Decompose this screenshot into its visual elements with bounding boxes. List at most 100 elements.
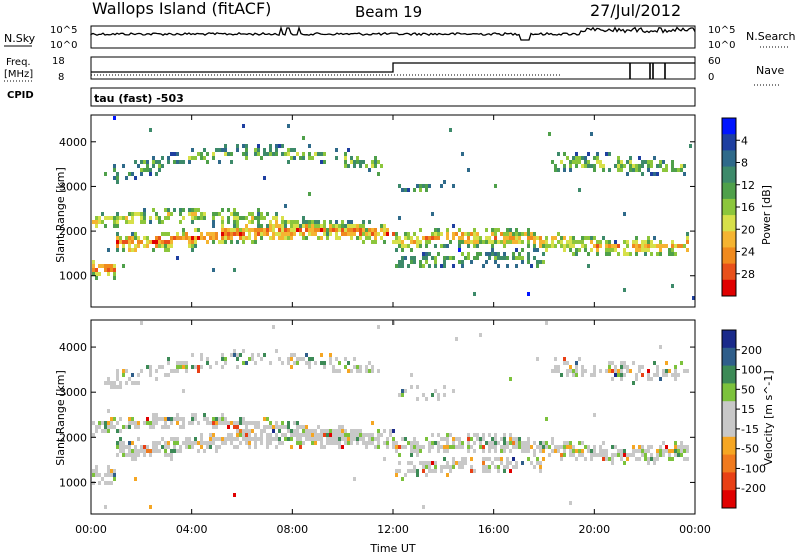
heatmap-cell <box>221 357 224 361</box>
heatmap-cell <box>632 244 635 248</box>
heatmap-cell <box>620 449 623 453</box>
heatmap-cell <box>173 152 176 156</box>
heatmap-cell <box>446 256 449 260</box>
heatmap-cell <box>260 437 263 441</box>
heatmap-cell <box>131 441 134 445</box>
heatmap-cell <box>293 228 296 232</box>
heatmap-cell <box>335 236 338 240</box>
heatmap-cell <box>416 244 419 248</box>
heatmap-cell <box>356 369 359 373</box>
heatmap-cell <box>182 160 185 164</box>
heatmap-cell <box>554 244 557 248</box>
heatmap-cell <box>563 441 566 445</box>
heatmap-cell <box>149 373 152 377</box>
heatmap-cell <box>155 172 158 176</box>
heatmap-cell <box>521 248 524 252</box>
heatmap-cell <box>299 441 302 445</box>
heatmap-cell <box>593 369 596 373</box>
heatmap-cell <box>311 220 314 224</box>
heatmap-cell <box>224 441 227 445</box>
heatmap-cell <box>317 433 320 437</box>
heatmap-cell <box>623 212 626 216</box>
heatmap-cell <box>644 453 647 457</box>
heatmap-cell <box>527 449 530 453</box>
heatmap-cell <box>242 228 245 232</box>
heatmap-cell <box>260 212 263 216</box>
heatmap-cell <box>659 160 662 164</box>
heatmap-cell <box>224 144 227 148</box>
colorbar-swatch <box>722 383 736 402</box>
heatmap-cell <box>551 441 554 445</box>
heatmap-cell <box>269 421 272 425</box>
heatmap-cell <box>509 377 512 381</box>
heatmap-cell <box>209 437 212 441</box>
heatmap-cell <box>233 212 236 216</box>
heatmap-cell <box>602 453 605 457</box>
heatmap-cell <box>242 437 245 441</box>
heatmap-cell <box>470 437 473 441</box>
heatmap-cell <box>329 224 332 228</box>
heatmap-cell <box>260 441 263 445</box>
heatmap-cell <box>380 236 383 240</box>
heatmap-cell <box>254 421 257 425</box>
heatmap-cell <box>191 417 194 421</box>
heatmap-cell <box>665 164 668 168</box>
heatmap-cell <box>185 365 188 369</box>
heatmap-cell <box>152 449 155 453</box>
heatmap-cell <box>674 365 677 369</box>
heatmap-cell <box>584 160 587 164</box>
heatmap-cell <box>293 421 296 425</box>
heatmap-cell <box>137 437 140 441</box>
heatmap-cell <box>434 228 437 232</box>
heatmap-cell <box>599 453 602 457</box>
heatmap-cell <box>110 425 113 429</box>
heatmap-cell <box>314 152 317 156</box>
heatmap-cell <box>368 441 371 445</box>
heatmap-cell <box>350 429 353 433</box>
heatmap-cell <box>395 248 398 252</box>
heatmap-cell <box>308 192 311 196</box>
heatmap-cell <box>467 232 470 236</box>
heatmap-cell <box>281 421 284 425</box>
heatmap-cell <box>173 208 176 212</box>
heatmap-cell <box>569 453 572 457</box>
heatmap-cell <box>200 156 203 160</box>
heatmap-cell <box>278 144 281 148</box>
heatmap-cell <box>650 172 653 176</box>
heatmap-cell <box>557 232 560 236</box>
heatmap-cell <box>545 445 548 449</box>
heatmap-cell <box>605 252 608 256</box>
heatmap-cell <box>290 429 293 433</box>
heatmap-cell <box>116 445 119 449</box>
heatmap-cell <box>104 505 107 509</box>
heatmap-cell <box>200 236 203 240</box>
heatmap-cell <box>284 220 287 224</box>
heatmap-cell <box>158 216 161 220</box>
heatmap-cell <box>284 425 287 429</box>
heatmap-cell <box>542 449 545 453</box>
heatmap-cell <box>350 236 353 240</box>
heatmap-cell <box>341 433 344 437</box>
heatmap-cell <box>446 437 449 441</box>
heatmap-cell <box>488 469 491 473</box>
heatmap-cell <box>365 228 368 232</box>
heatmap-cell <box>215 361 218 365</box>
heatmap-cell <box>185 236 188 240</box>
heatmap-cell <box>224 417 227 421</box>
heatmap-cell <box>617 160 620 164</box>
heatmap-cell <box>116 240 119 244</box>
heatmap-cell <box>464 240 467 244</box>
heatmap-cell <box>641 244 644 248</box>
heatmap-cell <box>563 453 566 457</box>
heatmap-cell <box>572 449 575 453</box>
heatmap-cell <box>470 465 473 469</box>
heatmap-cell <box>134 212 137 216</box>
power-colorbar-label: Power [dB] <box>760 185 773 245</box>
heatmap-cell <box>140 168 143 172</box>
heatmap-cell <box>146 168 149 172</box>
heatmap-cell <box>620 453 623 457</box>
heatmap-cell <box>155 216 158 220</box>
heatmap-cell <box>269 152 272 156</box>
heatmap-cell <box>464 232 467 236</box>
heatmap-cell <box>143 449 146 453</box>
